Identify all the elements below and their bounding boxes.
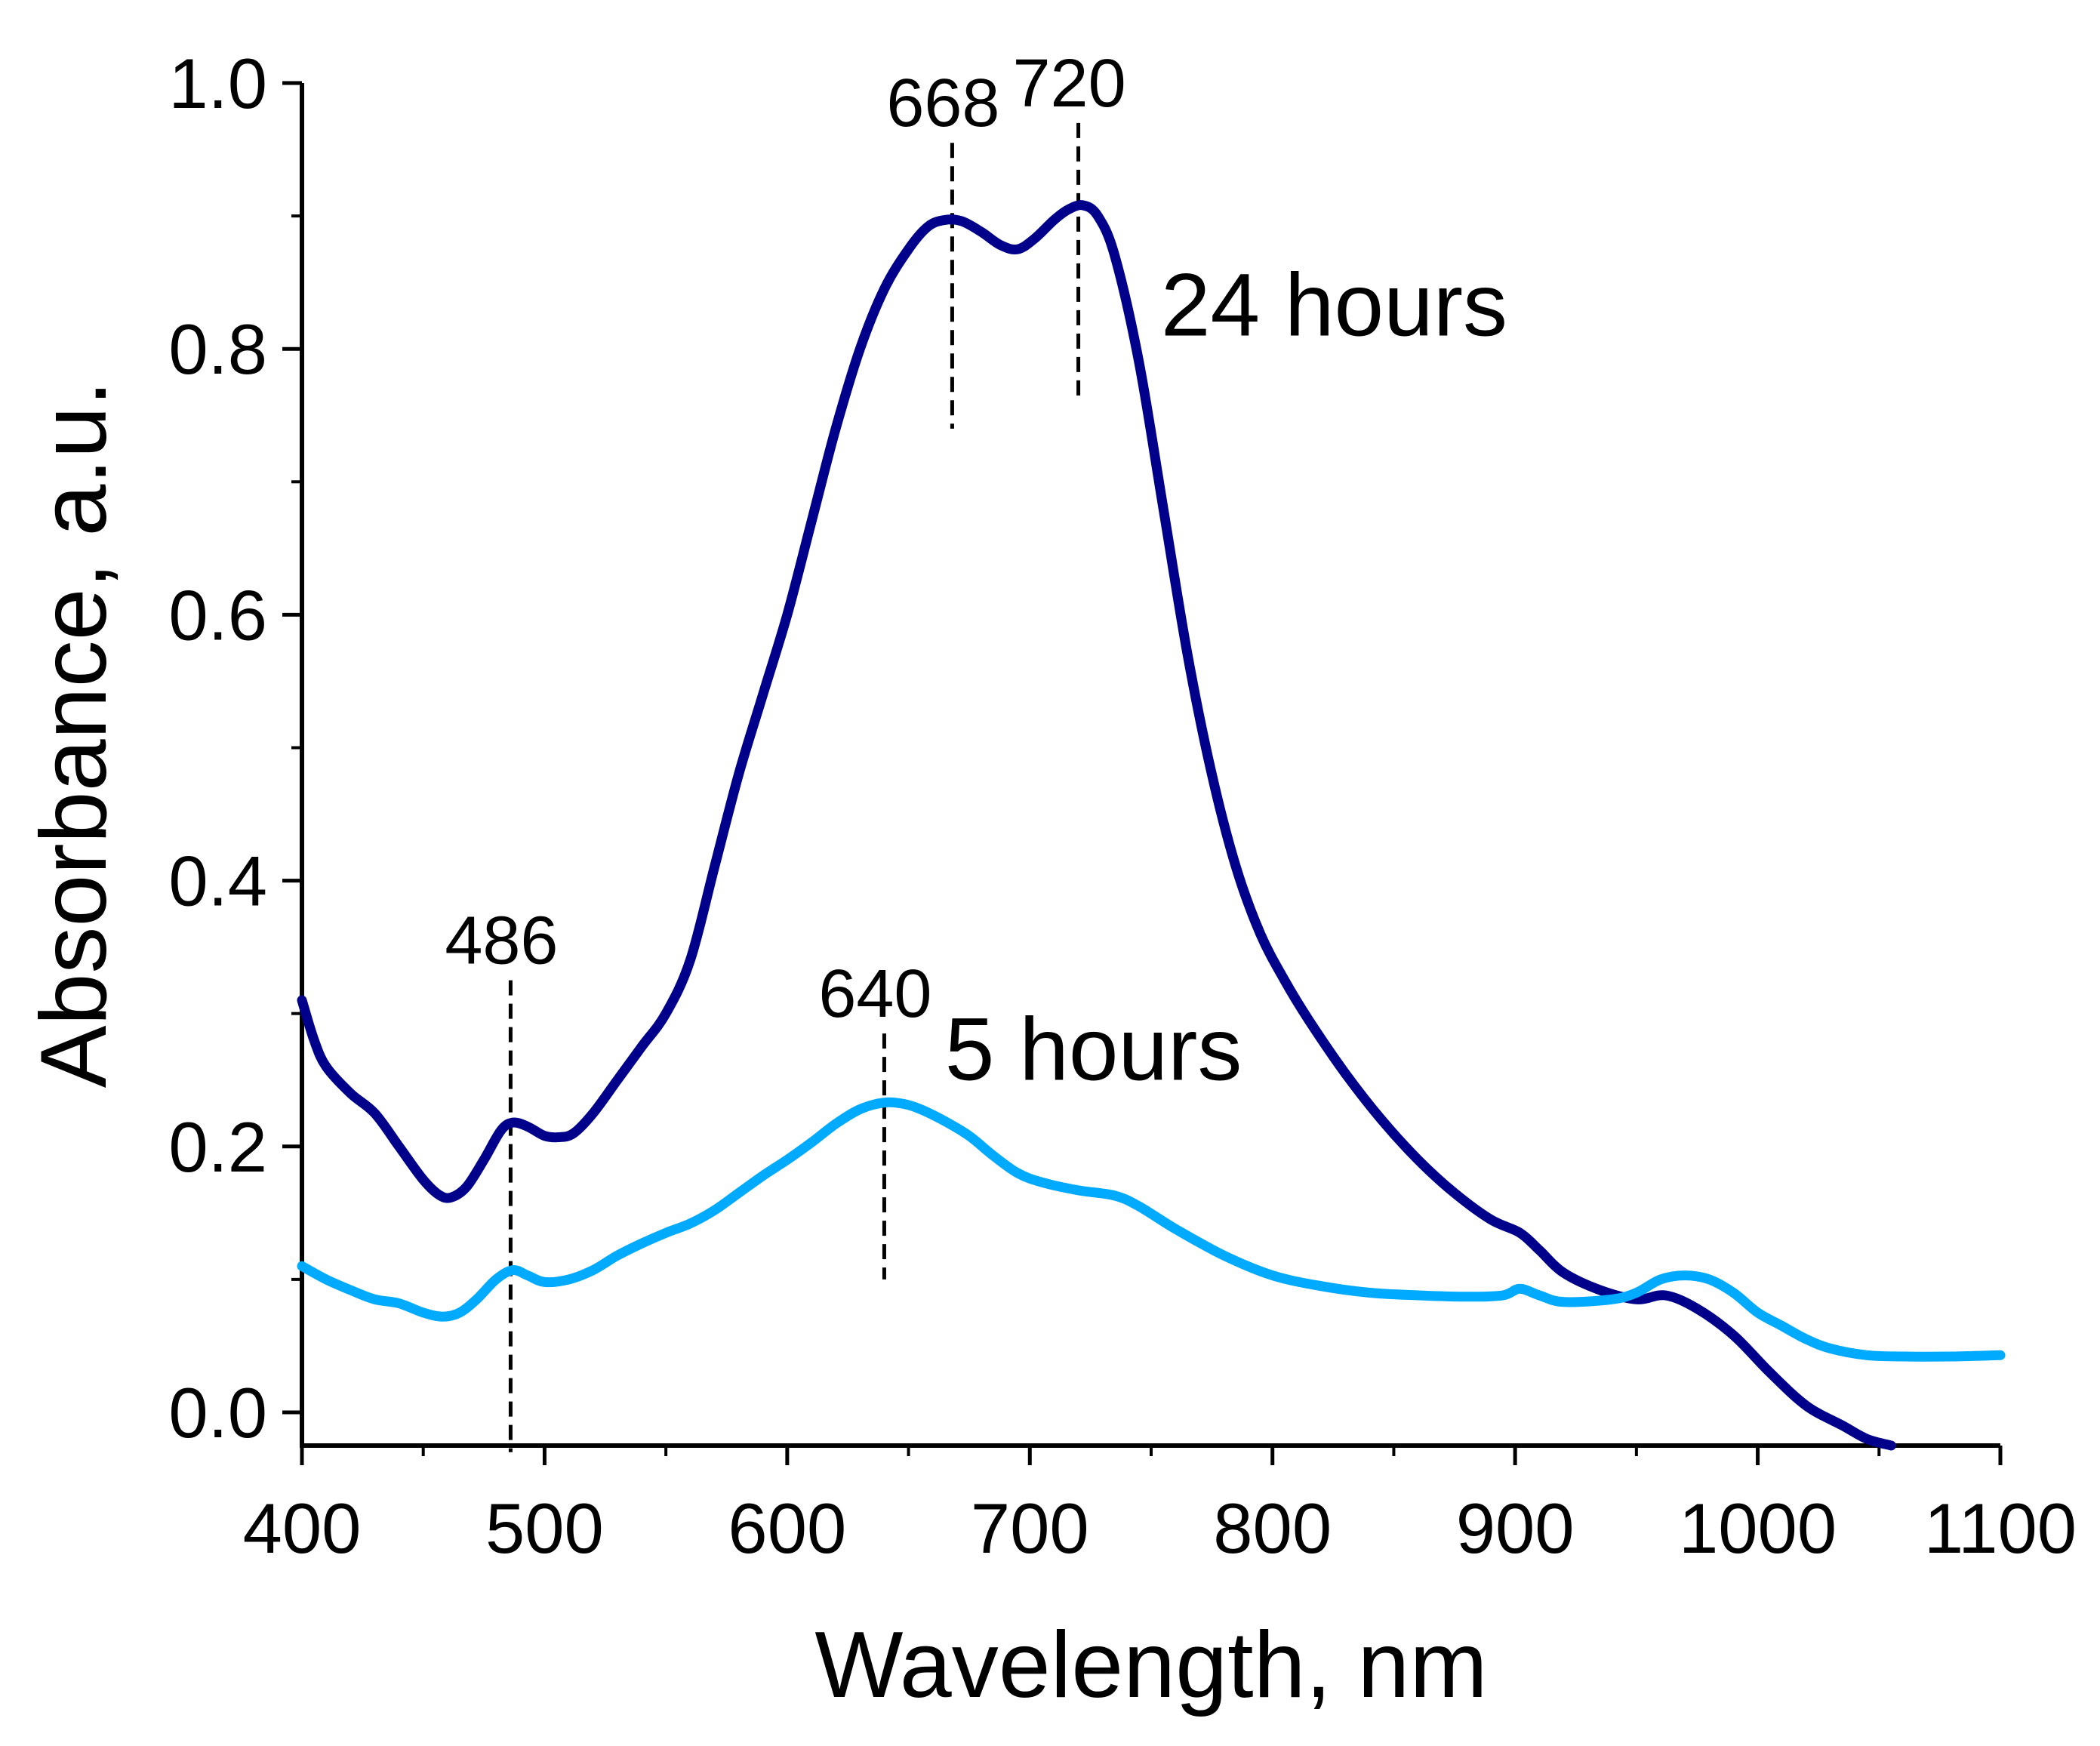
peak-label: 640 xyxy=(818,956,931,1032)
series-label: 24 hours xyxy=(1161,256,1507,356)
y-tick-label: 0.4 xyxy=(168,842,267,921)
x-tick-label: 800 xyxy=(1213,1489,1332,1568)
y-axis-title: Absorbance, a.u. xyxy=(22,380,126,1089)
chart-labels: Wavelength, nm Absorbance, a.u. 24 hours 5 … xyxy=(22,256,1507,1717)
y-tick-label: 0.0 xyxy=(168,1373,267,1452)
y-tick-label: 0.2 xyxy=(168,1107,267,1187)
series-label: 5 hours xyxy=(945,1000,1242,1100)
x-tick-label: 500 xyxy=(485,1489,604,1568)
series-line-5-hours xyxy=(297,1097,2006,1362)
x-tick-label: 600 xyxy=(728,1489,846,1568)
x-axis-title: Wavelength, nm xyxy=(814,1613,1487,1717)
series-line-24-hours xyxy=(297,200,1896,1451)
y-tick-label: 1.0 xyxy=(168,44,267,123)
peak-label: 668 xyxy=(886,66,999,141)
peak-label: 720 xyxy=(1012,46,1125,122)
ticks: 400 500 600 700 800 900 1000 1100 0.0 0.2 0.4 0.6 0.… xyxy=(168,44,2077,1568)
y-tick-label: 0.6 xyxy=(168,575,267,654)
axes xyxy=(300,83,2000,1448)
y-tick-label: 0.8 xyxy=(168,309,267,389)
peak-label: 486 xyxy=(445,904,558,979)
x-tick-label: 400 xyxy=(243,1489,362,1568)
x-tick-label: 700 xyxy=(971,1489,1089,1568)
series-lines xyxy=(297,200,2006,1451)
peak-annotations: 668 720 486 640 xyxy=(445,46,1126,1452)
x-tick-label: 900 xyxy=(1456,1489,1575,1568)
x-tick-label: 1100 xyxy=(1924,1489,2077,1568)
x-tick-label: 1000 xyxy=(1679,1489,1837,1568)
